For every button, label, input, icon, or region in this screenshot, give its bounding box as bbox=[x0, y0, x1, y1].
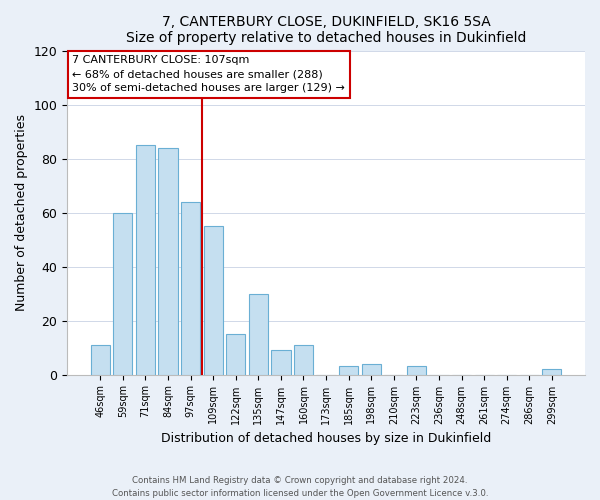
Bar bbox=[249, 294, 268, 374]
Bar bbox=[203, 226, 223, 374]
Bar bbox=[294, 345, 313, 374]
Bar bbox=[158, 148, 178, 374]
Bar bbox=[113, 212, 133, 374]
Text: 7 CANTERBURY CLOSE: 107sqm
← 68% of detached houses are smaller (288)
30% of sem: 7 CANTERBURY CLOSE: 107sqm ← 68% of deta… bbox=[73, 56, 345, 94]
Title: 7, CANTERBURY CLOSE, DUKINFIELD, SK16 5SA
Size of property relative to detached : 7, CANTERBURY CLOSE, DUKINFIELD, SK16 5S… bbox=[126, 15, 526, 45]
X-axis label: Distribution of detached houses by size in Dukinfield: Distribution of detached houses by size … bbox=[161, 432, 491, 445]
Bar bbox=[136, 145, 155, 374]
Bar bbox=[181, 202, 200, 374]
Bar bbox=[542, 369, 562, 374]
Bar bbox=[339, 366, 358, 374]
Y-axis label: Number of detached properties: Number of detached properties bbox=[15, 114, 28, 311]
Bar bbox=[362, 364, 381, 374]
Text: Contains HM Land Registry data © Crown copyright and database right 2024.
Contai: Contains HM Land Registry data © Crown c… bbox=[112, 476, 488, 498]
Bar bbox=[226, 334, 245, 374]
Bar bbox=[91, 345, 110, 374]
Bar bbox=[407, 366, 426, 374]
Bar bbox=[271, 350, 290, 374]
